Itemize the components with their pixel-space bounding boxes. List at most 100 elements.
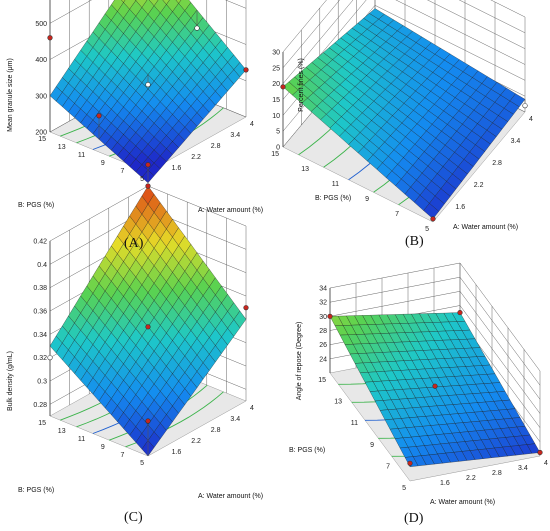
design-point <box>327 313 333 319</box>
design-point <box>145 183 151 189</box>
chart-c: 0.28 0.3 0.32 0.34 0.36 0.38 0.4 0.42 1.6 2.2 2.8 3… <box>7 183 263 500</box>
x-tick-label: 2.8 <box>211 143 221 150</box>
x-tick-label: 4 <box>250 121 254 128</box>
panel-letter-c: (C) <box>124 510 143 525</box>
y-tick-label: 15 <box>271 151 279 158</box>
panel-letter-a: (A) <box>124 236 144 251</box>
z-tick-label: 30 <box>319 314 327 321</box>
y-tick-label: 7 <box>120 452 124 459</box>
panel-letter-b: (B) <box>405 234 424 249</box>
z-tick-label: 0.42 <box>33 239 47 246</box>
x-tick-label: 1.6 <box>172 449 182 456</box>
z-tick-label: 25 <box>272 65 280 72</box>
y-tick-label: 13 <box>334 399 342 406</box>
design-point <box>145 162 151 168</box>
z-tick-label: 0 <box>276 145 280 152</box>
y-tick-label: 5 <box>425 226 429 233</box>
x-tick-label: 4 <box>250 405 254 412</box>
x-tick-label: 2.8 <box>492 160 502 167</box>
z-tick-label: 28 <box>319 328 327 335</box>
y-tick-label: 7 <box>386 463 390 470</box>
x-axis-label: A: Water amount (%) <box>198 207 263 214</box>
design-point <box>243 305 249 311</box>
panel-b: 0 5 10 15 20 25 30 1.6 2.2 2.8 3.4 4 5 7 9 11 13 15 Percen… <box>271 0 550 265</box>
y-tick-label: 9 <box>101 444 105 451</box>
x-tick-label: 2.2 <box>191 154 201 161</box>
z-tick-label: 34 <box>319 286 327 293</box>
z-tick-label: 0.36 <box>33 309 47 316</box>
y-axis-label: B: PGS (%) <box>18 202 54 209</box>
x-tick-label: 2.2 <box>466 475 476 482</box>
z-tick-label: 20 <box>272 81 280 88</box>
x-tick-label: 2.2 <box>474 182 484 189</box>
design-point <box>145 418 151 424</box>
wall-gridline <box>282 0 526 84</box>
z-tick-label: 200 <box>35 130 47 137</box>
y-tick-label: 15 <box>38 420 46 427</box>
y-tick-label: 11 <box>78 436 85 443</box>
x-tick-label: 4 <box>529 116 533 123</box>
design-point <box>537 449 543 456</box>
panel-c: 0.28 0.3 0.32 0.34 0.36 0.38 0.4 0.42 1.6 2.2 2.8 3… <box>0 183 275 531</box>
x-tick-label: 3.4 <box>230 132 240 139</box>
y-tick-label: 7 <box>395 211 399 218</box>
y-tick-label: 15 <box>38 136 46 143</box>
z-tick-label: 0.3 <box>37 379 47 386</box>
y-tick-label: 9 <box>370 442 374 449</box>
design-point <box>47 35 53 41</box>
x-tick-label: 2.8 <box>492 470 502 477</box>
z-tick-label: 500 <box>35 21 47 28</box>
y-tick-label: 5 <box>140 460 144 467</box>
x-axis-label: A: Water amount (%) <box>198 493 263 500</box>
z-tick-label: 5 <box>276 129 280 136</box>
surface-cell <box>423 203 440 220</box>
y-axis-label: B: PGS (%) <box>315 195 351 202</box>
y-tick-label: 13 <box>58 428 66 435</box>
z-tick-label: 24 <box>319 356 327 363</box>
z-tick-label: 0.28 <box>33 402 47 409</box>
design-point <box>145 324 151 330</box>
y-tick-label: 13 <box>58 144 66 151</box>
design-point <box>522 103 528 109</box>
y-tick-label: 13 <box>301 166 309 173</box>
y-axis-label: B: PGS (%) <box>18 487 54 494</box>
design-point <box>194 25 200 31</box>
design-point <box>47 355 53 361</box>
y-tick-label: 5 <box>140 176 144 183</box>
chart-b: 0 5 10 15 20 25 30 1.6 2.2 2.8 3.4 4 5 7 9 11 13 15 Percen… <box>271 0 533 233</box>
design-point <box>243 67 249 73</box>
z-tick-label: 26 <box>319 342 327 349</box>
design-point <box>96 113 102 119</box>
design-point <box>145 82 151 88</box>
y-tick-label: 15 <box>318 377 326 384</box>
z-axis-label: Percent fines (%) <box>298 58 305 112</box>
x-tick-label: 3.4 <box>518 465 528 472</box>
z-tick-label: 300 <box>35 93 47 100</box>
x-tick-label: 3.4 <box>230 416 240 423</box>
z-axis-label: Angle of repose (Degree) <box>296 322 303 401</box>
chart-d: 24 26 28 30 32 34 1.6 2.2 2.8 3.4 4 5 7 9 11 13 15 Angle … <box>289 262 548 506</box>
y-tick-label: 7 <box>120 168 124 175</box>
z-axis-label: Bulk density (g/mL) <box>7 351 14 411</box>
y-tick-label: 11 <box>332 181 339 188</box>
x-tick-label: 3.4 <box>511 138 521 145</box>
y-tick-label: 5 <box>402 485 406 492</box>
z-tick-label: 0.34 <box>33 332 47 339</box>
y-tick-label: 11 <box>351 420 358 427</box>
surface-cell <box>121 0 126 3</box>
design-point <box>457 309 463 316</box>
x-tick-label: 1.6 <box>455 204 465 211</box>
z-tick-label: 0.32 <box>33 355 47 362</box>
y-tick-label: 9 <box>101 160 105 167</box>
x-axis-label: A: Water amount (%) <box>430 499 495 506</box>
z-tick-label: 32 <box>319 300 327 307</box>
wall-gridline <box>49 0 247 24</box>
surface-cell <box>175 0 182 4</box>
x-axis-label: A: Water amount (%) <box>453 224 518 231</box>
y-axis-label: B: PGS (%) <box>289 447 325 454</box>
z-tick-label: 400 <box>35 57 47 64</box>
design-point <box>432 383 438 389</box>
panel-letter-d: (D) <box>404 511 424 526</box>
z-tick-label: 0.4 <box>37 262 47 269</box>
panel-d: 24 26 28 30 32 34 1.6 2.2 2.8 3.4 4 5 7 9 11 13 15 Angle … <box>275 262 550 531</box>
